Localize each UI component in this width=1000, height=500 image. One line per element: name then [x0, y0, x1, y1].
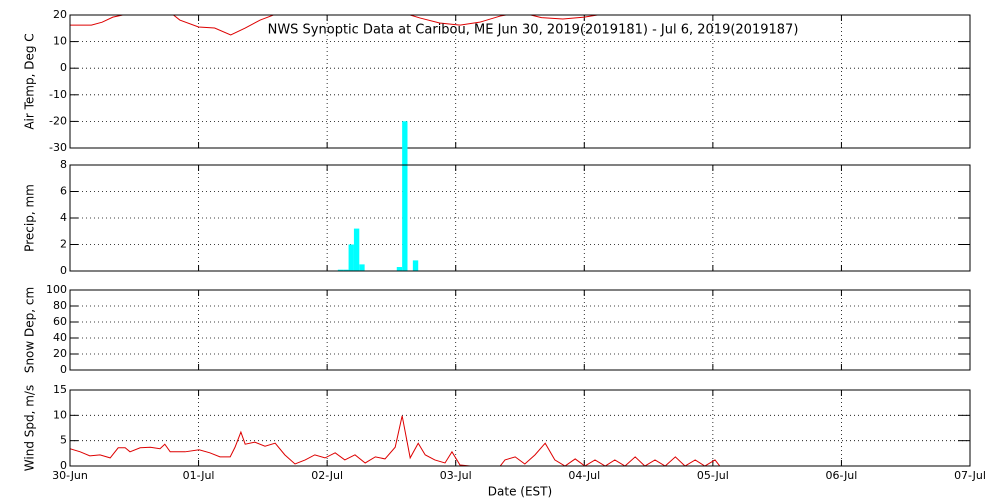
y-tick-label: 4: [60, 211, 67, 224]
y-axis-label: Wind Spd, m/s: [23, 385, 37, 471]
y-tick-label: 60: [53, 315, 67, 328]
x-tick-label: 03-Jul: [440, 469, 472, 482]
plot-frame: [69, 164, 971, 272]
y-tick-label: 20: [53, 347, 67, 360]
y-tick-label: -10: [49, 88, 67, 101]
y-tick-label: 100: [46, 283, 67, 296]
x-tick-label: 02-Jul: [311, 469, 343, 482]
x-tick-label: 06-Jul: [825, 469, 857, 482]
y-tick-label: 10: [53, 408, 67, 421]
bar: [402, 121, 408, 272]
plot-frame: [69, 14, 971, 149]
bar: [359, 264, 365, 271]
data-line: [70, 415, 721, 466]
y-tick-label: 5: [60, 434, 67, 447]
y-tick-label: 15: [53, 383, 67, 396]
y-tick-label: 40: [53, 331, 67, 344]
bar: [396, 267, 403, 271]
bar: [337, 269, 344, 271]
chart-title: NWS Synoptic Data at Caribou, ME Jun 30,…: [268, 23, 799, 38]
x-tick-label: 04-Jul: [568, 469, 600, 482]
y-tick-label: 2: [60, 238, 67, 251]
y-tick-label: 6: [60, 185, 67, 198]
y-tick-label: 10: [53, 35, 67, 48]
bar: [353, 228, 360, 271]
y-tick-label: 0: [60, 264, 67, 277]
y-tick-label: 0: [60, 363, 67, 376]
plot-frame: [69, 389, 971, 467]
y-tick-label: 20: [53, 8, 67, 21]
plot-frame: [69, 289, 971, 371]
y-tick-label: 8: [60, 158, 67, 171]
y-tick-label: -30: [49, 141, 67, 154]
y-axis-label: Precip, mm: [23, 184, 37, 252]
x-axis-label: Date (EST): [488, 485, 552, 499]
y-tick-label: 0: [60, 459, 67, 472]
bar: [412, 260, 419, 271]
y-axis-label: Air Temp, Deg C: [23, 33, 37, 129]
y-tick-label: 80: [53, 299, 67, 312]
y-tick-label: 0: [60, 61, 67, 74]
y-axis-label: Snow Dep, cm: [23, 287, 37, 373]
x-tick-label: 07-Jul: [954, 469, 986, 482]
x-tick-label: 01-Jul: [183, 469, 215, 482]
y-tick-label: -20: [49, 114, 67, 127]
x-tick-label: 05-Jul: [697, 469, 729, 482]
bar: [343, 269, 349, 271]
bar: [348, 244, 354, 271]
x-tick-label: 30-Jun: [52, 469, 88, 482]
